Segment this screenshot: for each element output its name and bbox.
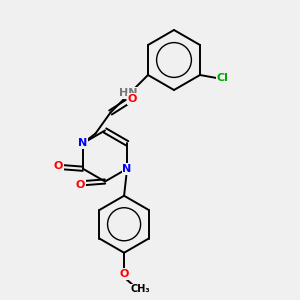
Text: N: N <box>78 138 88 148</box>
Text: O: O <box>75 179 85 190</box>
Text: O: O <box>53 161 63 171</box>
Text: O: O <box>128 94 137 104</box>
Text: CH₃: CH₃ <box>131 284 150 294</box>
Text: O: O <box>119 269 129 279</box>
Text: N: N <box>122 164 132 174</box>
Text: Cl: Cl <box>217 73 228 83</box>
Text: HN: HN <box>119 88 138 98</box>
